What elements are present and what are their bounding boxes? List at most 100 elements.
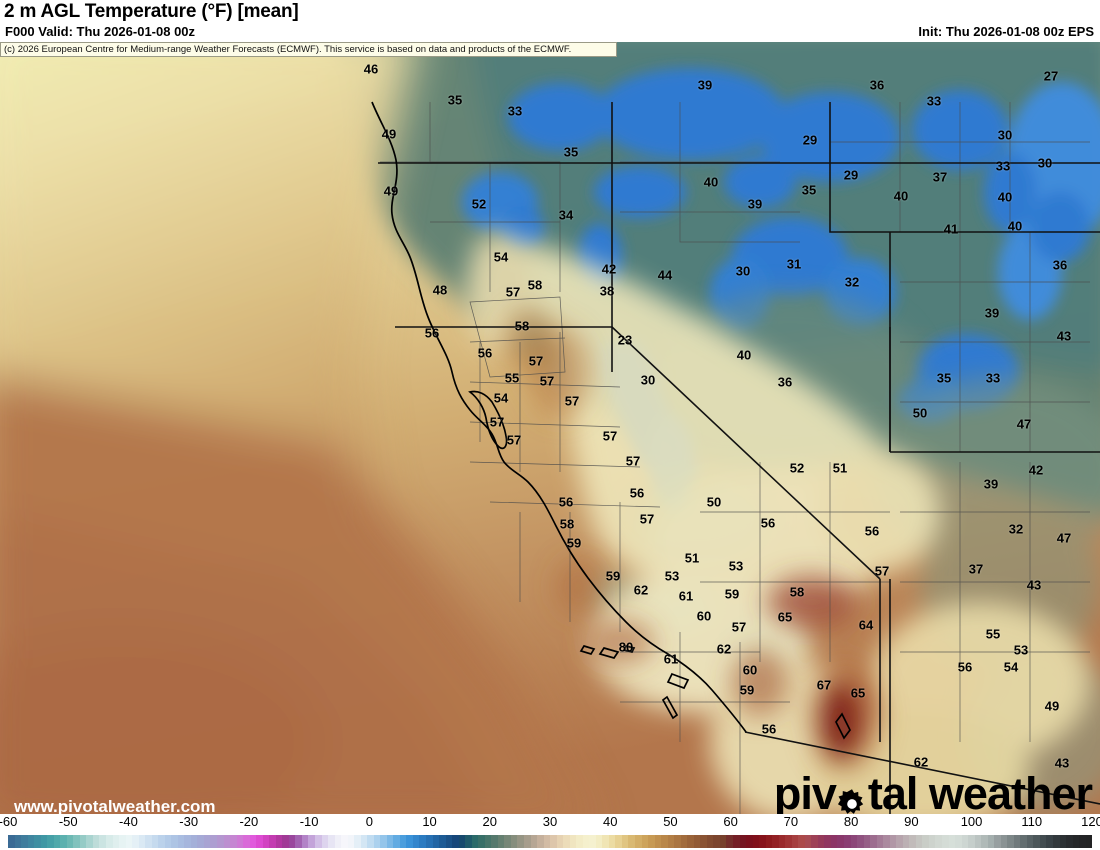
colorbar-swatch [896, 835, 903, 848]
colorbar-swatch [249, 835, 257, 848]
colorbar-swatch [909, 835, 916, 848]
colorbar-tick-label: 0 [365, 814, 373, 829]
colorbar-swatch [1000, 835, 1008, 848]
colorbar-swatch [608, 835, 616, 848]
colorbar-swatch [230, 835, 237, 848]
colorbar-swatch [1046, 835, 1053, 848]
colorbar-swatch [955, 835, 962, 848]
colorbar-swatch [47, 835, 54, 848]
colorbar-swatch [667, 835, 675, 848]
colorbar-ticks: -60 -50 -40 -30 -20 -10 0 10 20 30 40 50 60 70 80 90 100… [0, 814, 1100, 834]
colorbar-swatch [354, 835, 361, 848]
colorbar-swatch [791, 835, 799, 848]
colorbar-swatch [452, 835, 459, 848]
colorbar-swatch [86, 835, 93, 848]
colorbar-swatch [1007, 835, 1014, 848]
colorbar-swatch [1072, 835, 1080, 848]
colorbar-swatch [328, 835, 335, 848]
colorbar-tick-label: -10 [299, 814, 319, 829]
coastline [371, 101, 851, 740]
colorbar-swatch [759, 835, 766, 848]
colorbar-swatch [576, 835, 583, 848]
map-canvas[interactable]: 46 35 33 39 36 33 27 49 35 29 30 30 40 29 37 33 49 35 39 40… [0, 42, 1100, 814]
colorbar-swatch [334, 835, 342, 848]
colorbar-swatch [968, 835, 975, 848]
colorbar-swatch [961, 835, 969, 848]
colorbar-swatch [785, 835, 792, 848]
colorbar-swatch [661, 835, 668, 848]
colorbar-swatch [615, 835, 622, 848]
colorbar-swatch [158, 835, 165, 848]
colorbar-swatch [523, 835, 531, 848]
colorbar-swatch [693, 835, 701, 848]
colorbar-swatch [288, 835, 296, 848]
colorbar-swatch [314, 835, 322, 848]
colorbar-swatch [752, 835, 760, 848]
colorbar-swatch [445, 835, 453, 848]
colorbar-swatch [765, 835, 773, 848]
colorbar-tick-label: 10 [422, 814, 437, 829]
colorbar-swatch [132, 835, 139, 848]
colorbar-swatch [138, 835, 146, 848]
colorbar-tick-label: -60 [0, 814, 18, 829]
colorbar-swatch [210, 835, 217, 848]
colorbar-swatch [282, 835, 289, 848]
colorbar-swatch [465, 835, 472, 848]
colorbar-swatch [1020, 835, 1027, 848]
colorbar-swatch [1066, 835, 1073, 848]
colorbar-swatch [595, 835, 603, 848]
colorbar-swatch [589, 835, 596, 848]
colorbar-swatch [563, 835, 570, 848]
colorbar-swatch [40, 835, 48, 848]
colorbar-swatch [824, 835, 831, 848]
colorbar-swatch [380, 835, 387, 848]
colorbar-swatch [1085, 835, 1093, 848]
site-url-watermark: www.pivotalweather.com [14, 797, 216, 814]
colorbar-swatch [674, 835, 681, 848]
colorbar-swatch [471, 835, 479, 848]
colorbar[interactable]: -60 -50 -40 -30 -20 -10 0 10 20 30 40 50 60 70 80 90 100… [0, 814, 1100, 850]
colorbar-swatch [426, 835, 433, 848]
brand-watermark: piv tal weather [774, 768, 1093, 814]
colorbar-swatch [373, 835, 381, 848]
colorbar-swatch [700, 835, 707, 848]
colorbar-swatch [177, 835, 185, 848]
colorbar-swatch [569, 835, 577, 848]
colorbar-swatch [811, 835, 818, 848]
colorbar-swatch [837, 835, 844, 848]
colorbar-swatch [1079, 835, 1086, 848]
ocean-bands [0, 42, 590, 814]
colorbar-swatch [981, 835, 988, 848]
colorbar-swatch [1053, 835, 1060, 848]
colorbar-swatch [341, 835, 348, 848]
colorbar-swatch [713, 835, 720, 848]
colorbar-tick-label: 70 [783, 814, 799, 829]
colorbar-swatch [870, 835, 877, 848]
colorbar-tick-label: 80 [843, 814, 859, 829]
page-title-text: 2 m AGL Temperature (°F) [mean] [4, 1, 299, 22]
colorbar-swatch [14, 835, 22, 848]
colorbar-swatch [994, 835, 1001, 848]
colorbar-strip [8, 835, 1093, 848]
colorbar-swatch [295, 835, 302, 848]
colorbar-tick-label: -20 [239, 814, 259, 829]
gear-icon [835, 780, 869, 814]
colorbar-swatch [412, 835, 420, 848]
colorbar-swatch [706, 835, 714, 848]
colorbar-swatch [648, 835, 655, 848]
colorbar-swatch [778, 835, 786, 848]
colorbar-tick-label: 40 [602, 814, 618, 829]
colorbar-swatch [746, 835, 753, 848]
colorbar-swatch [719, 835, 727, 848]
colorbar-swatch [817, 835, 825, 848]
header-bar: 2 m AGL Temperature (°F) [mean] F000 Val… [0, 0, 1100, 42]
colorbar-swatch [497, 835, 505, 848]
state-boundaries [378, 102, 1100, 814]
colorbar-tick-label: 30 [542, 814, 558, 829]
colorbar-swatch [275, 835, 283, 848]
colorbar-swatch [543, 835, 551, 848]
colorbar-swatch [889, 835, 897, 848]
colorbar-swatch [1039, 835, 1047, 848]
colorbar-tick-label: 100 [960, 814, 983, 829]
